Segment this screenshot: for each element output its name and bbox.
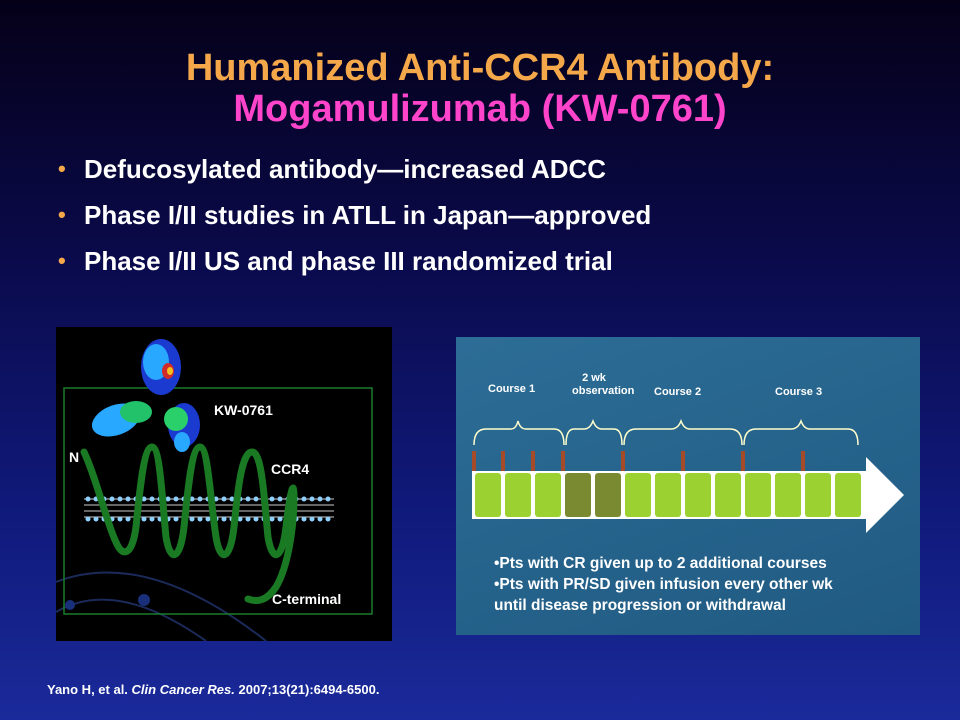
background-dot — [138, 594, 150, 606]
bullet-item: • Defucosylated antibody—increased ADCC — [58, 150, 651, 196]
course-brackets — [473, 418, 859, 446]
bullet-text: Phase I/II US and phase III randomized t… — [84, 246, 613, 276]
c-terminal-label: C-terminal — [272, 591, 342, 607]
bullet-marker-icon: • — [58, 202, 66, 227]
bullet-item: • Phase I/II studies in ATLL in Japan—app… — [58, 196, 651, 242]
course-1-label: Course 1 — [488, 383, 536, 395]
background-dot — [65, 600, 75, 610]
background-swirl — [56, 598, 207, 641]
antibody-label: KW-0761 — [214, 402, 273, 418]
dosing-schedule-figure: Course 1 2 wk observation Course 2 Cours… — [456, 337, 920, 635]
title-line-2: Mogamulizumab (KW-0761) — [233, 88, 727, 130]
bullet-marker-icon: • — [58, 156, 66, 181]
ccr4-label: CCR4 — [271, 461, 310, 477]
infusion-markers — [472, 451, 805, 473]
week-blocks — [475, 473, 861, 517]
citation-details: 2007;13(21):6494-6500. — [238, 682, 380, 697]
citation-authors: Yano H, et al. — [47, 682, 128, 697]
bullet-list: • Defucosylated antibody—increased ADCC •… — [58, 150, 651, 288]
bullet-item: • Phase I/II US and phase III randomized … — [58, 242, 651, 288]
n-terminal-label: N — [69, 449, 80, 465]
note-line-3: until disease progression or withdrawal — [494, 597, 786, 614]
course-3-label: Course 3 — [775, 386, 823, 398]
ccr4-receptor-icon — [80, 443, 298, 604]
bullet-text: Defucosylated antibody—increased ADCC — [84, 154, 607, 184]
bullet-text: Phase I/II studies in ATLL in Japan—appr… — [84, 200, 652, 230]
cell-frame — [63, 387, 373, 615]
antibody-receptor-illustration — [56, 339, 373, 641]
bullet-marker-icon: • — [58, 248, 66, 273]
dosing-schedule-diagram — [472, 418, 904, 533]
note-line-1: •Pts with CR given up to 2 additional co… — [494, 555, 827, 572]
antibody-icon — [91, 339, 200, 452]
background-swirl — [56, 571, 267, 641]
title-line-1: Humanized Anti-CCR4 Antibody: — [185, 47, 775, 89]
citation-journal: Clin Cancer Res. — [131, 682, 235, 697]
note-line-2: •Pts with PR/SD given infusion every oth… — [494, 576, 833, 593]
citation: Yano H, et al. Clin Cancer Res. 2007;13(… — [47, 682, 379, 697]
observation-label: 2 wk observation — [572, 372, 635, 397]
course-2-label: Course 2 — [654, 386, 702, 398]
antibody-receptor-figure: KW-0761 N CCR4 C-terminal — [56, 327, 392, 641]
